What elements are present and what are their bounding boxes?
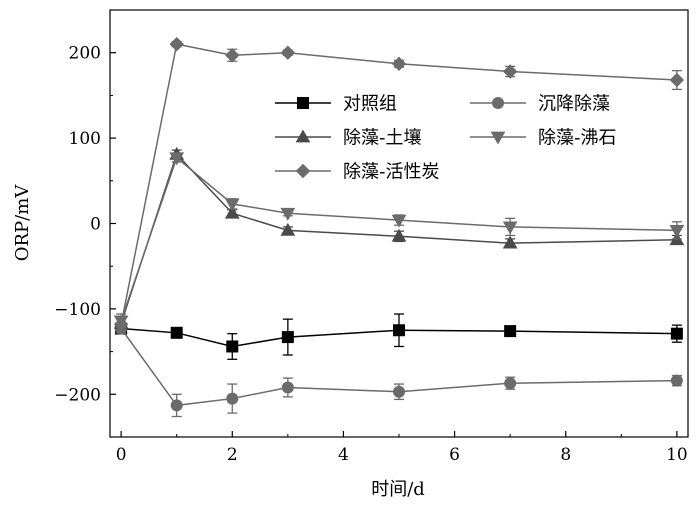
data-point xyxy=(670,374,683,387)
y-tick-label: −100 xyxy=(54,300,101,320)
x-tick-label: 2 xyxy=(227,445,238,465)
y-tick-label: 0 xyxy=(90,215,101,235)
legend-marker xyxy=(490,131,506,145)
x-axis-title: 时间/d xyxy=(371,479,425,500)
data-point xyxy=(224,205,240,219)
data-point xyxy=(391,228,407,242)
data-point xyxy=(504,325,517,338)
legend-entry-1: 对照组 xyxy=(275,94,397,115)
data-point xyxy=(169,152,185,166)
legend-label: 除藻-活性炭 xyxy=(343,162,440,183)
data-point xyxy=(281,381,294,394)
legend-label: 对照组 xyxy=(343,94,397,115)
plot-area: 0 2 4 6 8 10 −200 −100 0 100 200 xyxy=(54,9,689,465)
data-point xyxy=(502,235,518,249)
legend-entry-4: 除藻-沸石 xyxy=(470,128,617,149)
legend-marker xyxy=(295,129,311,143)
data-point xyxy=(280,45,296,60)
data-point xyxy=(225,48,240,63)
series-1 xyxy=(115,313,683,360)
data-point xyxy=(391,214,407,228)
data-point xyxy=(226,340,239,353)
data-point xyxy=(281,331,294,344)
y-tick-label: 100 xyxy=(69,129,101,149)
legend-marker xyxy=(297,97,309,109)
data-point xyxy=(391,56,407,72)
legend-entry-3: 除藻-土壤 xyxy=(275,128,422,149)
data-point xyxy=(669,224,685,238)
data-point xyxy=(393,385,405,398)
y-tick-label: −200 xyxy=(54,385,101,405)
y-tick-label: 200 xyxy=(69,44,101,64)
data-point xyxy=(669,72,685,88)
legend-entry-2: 沉降除藻 xyxy=(470,94,610,115)
data-point xyxy=(170,326,183,339)
data-point xyxy=(224,198,240,212)
data-point xyxy=(113,317,129,332)
data-point xyxy=(502,64,518,79)
x-tick-label: 0 xyxy=(116,445,127,465)
series-5 xyxy=(113,36,685,332)
data-point xyxy=(502,221,518,235)
legend-label: 沉降除藻 xyxy=(538,94,610,115)
legend-label: 除藻-沸石 xyxy=(538,128,617,149)
data-point xyxy=(170,399,183,412)
data-point xyxy=(280,222,296,236)
data-point xyxy=(670,327,683,340)
legend-entry-5: 除藻-活性炭 xyxy=(275,162,440,183)
x-tick-label: 4 xyxy=(338,445,349,465)
y-axis-title: ORP/mV xyxy=(12,184,33,262)
data-point xyxy=(504,377,517,390)
x-tick-label: 8 xyxy=(560,445,571,465)
legend-marker xyxy=(295,163,311,179)
data-point xyxy=(393,324,405,337)
x-tick-label: 10 xyxy=(666,445,688,465)
data-point xyxy=(280,207,296,221)
x-tick-label: 6 xyxy=(449,445,460,465)
data-point xyxy=(169,36,184,52)
legend-marker xyxy=(492,97,504,109)
legend-label: 除藻-土壤 xyxy=(343,128,422,149)
data-point xyxy=(226,392,239,405)
